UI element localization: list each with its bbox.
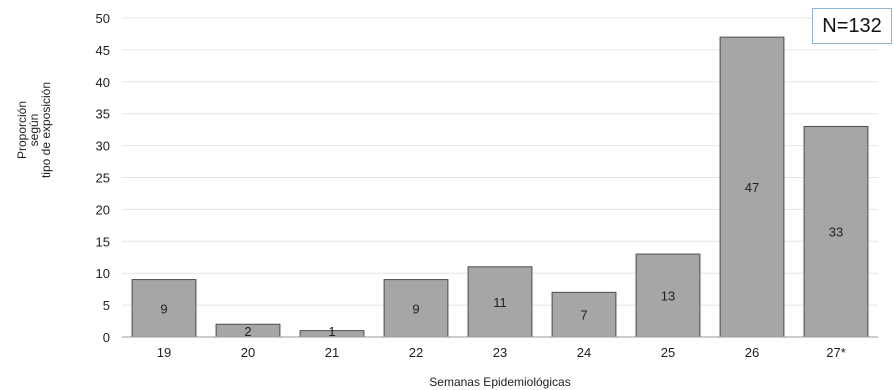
- bar: [131, 279, 197, 338]
- x-tick-label: 20: [241, 345, 255, 360]
- bar: [803, 125, 869, 338]
- bar-data-label: 33: [829, 225, 843, 240]
- y-tick-label: 20: [96, 202, 110, 217]
- y-axis-label-line: Proporción: [15, 101, 29, 159]
- bar-data-label: 9: [160, 301, 167, 316]
- y-axis-label: Proporciónsegúntipo de exposición: [15, 82, 53, 178]
- x-tick-label: 22: [409, 345, 423, 360]
- y-tick-label: 45: [96, 43, 110, 58]
- y-axis-label-line: tipo de exposición: [39, 82, 53, 178]
- y-tick-label: 25: [96, 171, 110, 186]
- x-tick-label: 27*: [826, 345, 846, 360]
- bar-data-label: 13: [661, 289, 675, 304]
- x-tick-label: 19: [157, 345, 171, 360]
- bar-data-label: 9: [412, 301, 419, 316]
- sample-size-annotation: N=132: [812, 8, 892, 44]
- x-tick-label: 23: [493, 345, 507, 360]
- bar-data-label: 1: [328, 324, 335, 339]
- x-tick-label: 21: [325, 345, 339, 360]
- y-tick-label: 35: [96, 107, 110, 122]
- bar-data-label: 47: [745, 180, 759, 195]
- y-tick-label: 50: [96, 11, 110, 26]
- y-tick-label: 0: [103, 330, 110, 345]
- y-tick-label: 15: [96, 234, 110, 249]
- y-tick-label: 10: [96, 266, 110, 281]
- bars: 9 2 1 9 11 7 13 47 33: [131, 36, 869, 339]
- y-tick-label: 30: [96, 139, 110, 154]
- y-tick-label: 5: [103, 298, 110, 313]
- y-axis-ticks: 0 5 10 15 20 25 30 35 40 45 50: [96, 11, 110, 345]
- bar: [551, 291, 617, 338]
- bar: [719, 36, 785, 338]
- bar-data-label: 2: [244, 324, 251, 339]
- x-axis-ticks: 19 20 21 22 23 24 25 26 27*: [157, 345, 846, 360]
- bar-data-label: 7: [580, 308, 587, 323]
- x-tick-label: 25: [661, 345, 675, 360]
- x-axis-label: Semanas Epidemiológicas: [429, 375, 570, 389]
- bar: [467, 266, 533, 338]
- x-tick-label: 24: [577, 345, 591, 360]
- bar: [383, 279, 449, 338]
- y-axis-label-line: según: [27, 114, 41, 147]
- x-tick-label: 26: [745, 345, 759, 360]
- bar: [635, 253, 701, 338]
- y-tick-label: 40: [96, 75, 110, 90]
- gridlines: [122, 17, 878, 306]
- bar-data-label: 11: [493, 295, 507, 310]
